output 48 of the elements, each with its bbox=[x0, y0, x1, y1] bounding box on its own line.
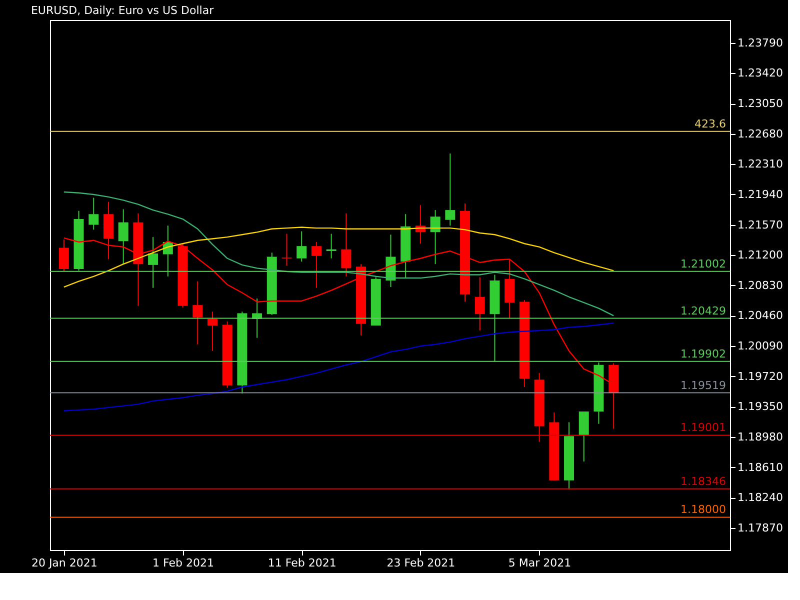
y-tick-label: 1.21200 bbox=[738, 248, 783, 262]
y-tick-label: 1.17870 bbox=[738, 521, 783, 534]
x-tick-label: 1 Feb 2021 bbox=[152, 556, 214, 570]
ref-line-label: 1.21002 bbox=[680, 257, 726, 270]
x-tick-label: 5 Mar 2021 bbox=[508, 556, 572, 570]
y-tick-label: 1.21940 bbox=[738, 188, 783, 201]
y-tick-label: 1.23790 bbox=[738, 36, 783, 50]
y-tick-label: 1.20090 bbox=[738, 340, 783, 353]
y-tick-label: 1.18610 bbox=[738, 460, 783, 474]
ref-line-label: 1.18346 bbox=[680, 474, 726, 488]
candlestick bbox=[118, 208, 128, 265]
candlestick bbox=[88, 197, 99, 230]
ref-line-label: 1.20429 bbox=[680, 304, 726, 318]
line-series bbox=[63, 322, 614, 412]
candlestick bbox=[445, 153, 456, 226]
candlestick bbox=[326, 233, 336, 259]
x-tick-label: 20 Jan 2021 bbox=[31, 556, 98, 570]
candlestick bbox=[341, 212, 352, 277]
y-tick-label: 1.23050 bbox=[738, 97, 783, 110]
y-tick-label: 1.22680 bbox=[738, 127, 783, 140]
candlestick bbox=[282, 233, 292, 266]
y-tick-label: 1.21570 bbox=[738, 218, 783, 232]
candlestick bbox=[148, 236, 158, 288]
y-tick-label: 1.20460 bbox=[738, 309, 783, 322]
ref-line-label: 1.18000 bbox=[680, 503, 726, 516]
y-tick-label: 1.18240 bbox=[738, 491, 783, 504]
x-tick-label: 11 Feb 2021 bbox=[268, 556, 336, 570]
candlestick bbox=[311, 241, 322, 288]
ref-line-label: 1.19519 bbox=[680, 378, 726, 392]
ref-line-label: 1.19902 bbox=[680, 347, 726, 360]
y-tick-label: 1.22310 bbox=[738, 158, 783, 171]
candlestick bbox=[296, 230, 307, 262]
candlestick bbox=[207, 311, 218, 352]
candlestick bbox=[474, 276, 485, 331]
y-tick-label: 1.19720 bbox=[738, 370, 783, 383]
candlestick bbox=[192, 280, 203, 345]
chart-title: EURUSD, Daily: Euro vs US Dollar bbox=[30, 4, 214, 17]
y-tick-label: 1.19350 bbox=[738, 400, 783, 414]
y-tick-label: 1.20830 bbox=[738, 278, 783, 292]
y-tick-label: 1.23420 bbox=[738, 66, 783, 80]
annotation: 423.6 bbox=[694, 117, 726, 130]
x-tick-label: 23 Feb 2021 bbox=[386, 556, 456, 570]
ref-line-label: 1.19001 bbox=[680, 421, 726, 434]
candlestick bbox=[430, 210, 440, 265]
candlestick bbox=[578, 411, 589, 462]
y-tick-label: 1.18980 bbox=[738, 430, 783, 444]
line-series bbox=[63, 191, 614, 316]
candlestick bbox=[504, 260, 515, 319]
